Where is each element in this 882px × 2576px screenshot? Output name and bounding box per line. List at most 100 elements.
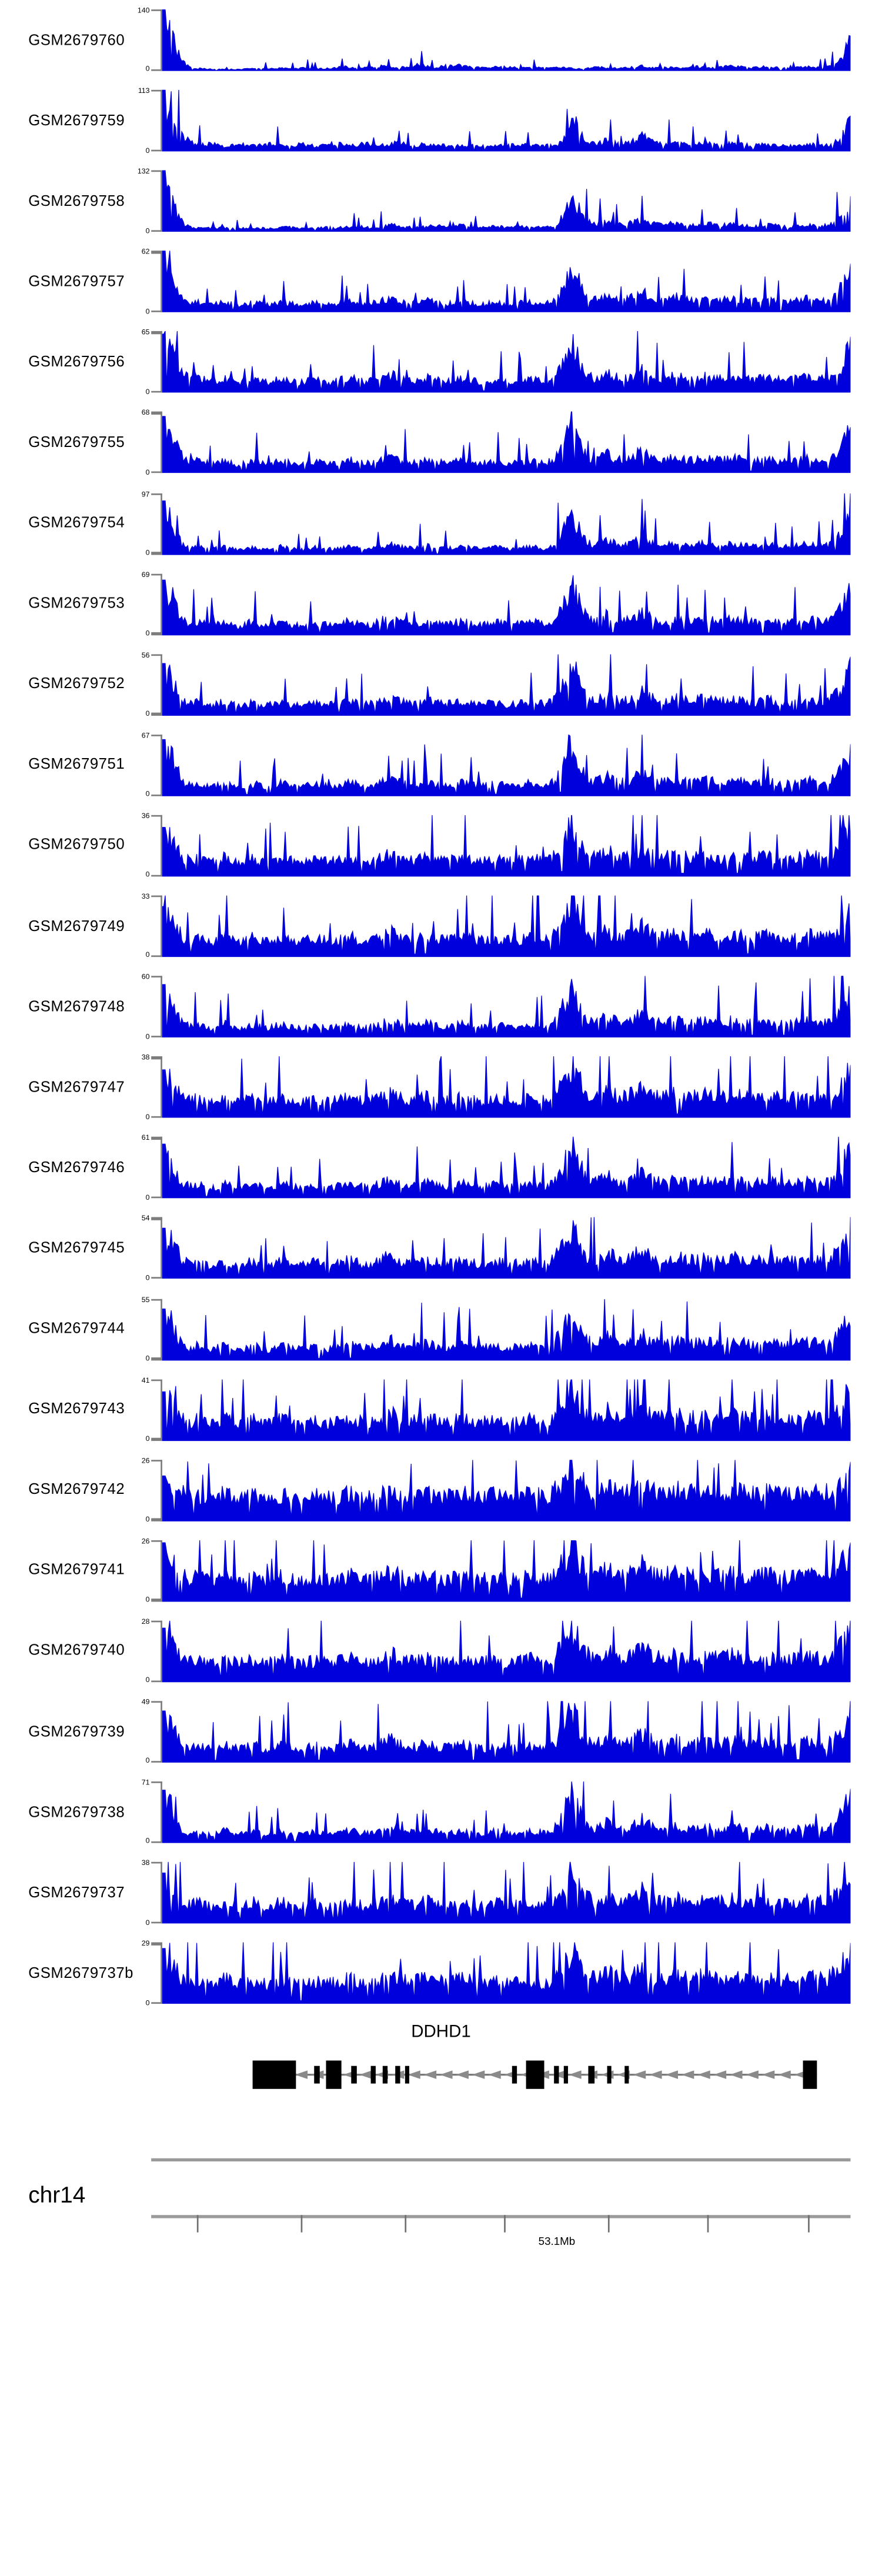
coverage-plot[interactable]: 49 0 [142,1699,851,1764]
coverage-track[interactable]: GSM2679745 54 0 [0,1208,882,1289]
coverage-plot[interactable]: 97 0 [142,490,851,556]
exon-block[interactable] [382,2066,388,2084]
y-axis-line [161,1620,163,1682]
coverage-plot[interactable]: 26 0 [142,1537,851,1603]
coverage-track[interactable]: GSM2679760 140 0 [0,0,882,81]
y-axis-max-label: 26 [141,1456,150,1464]
y-axis-line [161,1056,163,1119]
y-axis: 38 0 [142,1054,163,1120]
coverage-plot[interactable]: 113 0 [138,88,851,153]
coverage-plot[interactable]: 54 0 [142,1215,851,1281]
exon-block[interactable] [351,2066,357,2084]
coverage-track[interactable]: GSM2679741 26 0 [0,1530,882,1611]
coverage-plot[interactable]: 62 0 [142,249,851,314]
y-axis-max-label: 60 [141,973,150,981]
y-axis-tick-min [151,874,162,877]
coverage-plot[interactable]: 41 0 [142,1376,851,1442]
strand-arrow-icon [746,2071,759,2080]
track-label: GSM2679753 [28,595,125,613]
coverage-plot[interactable]: 38 0 [142,1054,851,1120]
coverage-plot[interactable]: 56 0 [142,651,851,717]
coverage-track[interactable]: GSM2679737b 29 0 [0,1933,882,2014]
exon-block[interactable] [563,2066,568,2084]
coverage-track[interactable]: GSM2679755 68 0 [0,403,882,483]
ruler-box[interactable]: 53.1Mb [151,2158,851,2270]
coverage-track[interactable]: GSM2679746 61 0 [0,1127,882,1208]
coverage-track[interactable]: GSM2679756 65 0 [0,322,882,403]
exon-block[interactable] [405,2066,409,2084]
y-axis-max-label: 61 [141,1134,150,1142]
coverage-track[interactable]: GSM2679752 56 0 [0,645,882,725]
coverage-plot[interactable]: 38 0 [142,1860,851,1925]
coverage-plot[interactable]: 67 0 [142,732,851,798]
coverage-path [162,1056,851,1119]
coverage-plot[interactable]: 65 0 [142,329,851,395]
coverage-track[interactable]: GSM2679751 67 0 [0,725,882,806]
coverage-track[interactable]: GSM2679757 62 0 [0,242,882,322]
coverage-plot[interactable]: 69 0 [142,570,851,636]
coverage-track[interactable]: GSM2679759 113 0 [0,81,882,161]
exon-block[interactable] [512,2066,517,2084]
y-axis-line [161,1701,163,1763]
coverage-plot[interactable]: 55 0 [142,1296,851,1362]
coverage-plot[interactable]: 36 0 [142,812,851,878]
coverage-track[interactable]: GSM2679754 97 0 [0,483,882,564]
coverage-track[interactable]: GSM2679738 71 0 [0,1772,882,1853]
y-axis-max-label: 140 [137,6,150,15]
coverage-track[interactable]: GSM2679748 60 0 [0,967,882,1047]
exon-block[interactable] [395,2066,400,2084]
axis-baseline [151,2215,851,2218]
coverage-track[interactable]: GSM2679737 38 0 [0,1853,882,1933]
strand-arrow-icon [697,2071,710,2080]
exon-block[interactable] [554,2066,559,2084]
gene-annotation-track[interactable]: DDHD1 [0,2014,882,2130]
coverage-plot[interactable]: 60 0 [142,973,851,1039]
coverage-track[interactable]: GSM2679742 26 0 [0,1450,882,1530]
coverage-plot[interactable]: 68 0 [142,410,851,475]
coverage-track[interactable]: GSM2679739 49 0 [0,1691,882,1772]
coverage-plot[interactable]: 29 0 [142,1940,851,2006]
y-axis-max-label: 38 [141,1053,150,1062]
y-axis-line [161,1943,163,2004]
coverage-track[interactable]: GSM2679747 38 0 [0,1047,882,1128]
track-label: GSM2679742 [28,1481,125,1499]
coverage-plot[interactable]: 140 0 [138,7,851,72]
track-label: GSM2679758 [28,192,125,211]
y-axis-min-label: 0 [145,709,150,718]
exon-block[interactable] [526,2061,544,2090]
exon-block[interactable] [588,2066,595,2084]
coverage-area [162,412,851,474]
exon-block[interactable] [252,2061,296,2090]
y-axis: 33 0 [142,893,163,959]
y-axis-tick-max [151,1459,162,1461]
coverage-path [162,1781,851,1843]
coverage-plot[interactable]: 28 0 [142,1618,851,1684]
coverage-plot[interactable]: 26 0 [142,1457,851,1523]
exon-block[interactable] [314,2066,320,2084]
y-axis-tick-min [151,69,162,71]
exon-block[interactable] [370,2066,376,2084]
exon-block[interactable] [803,2061,817,2090]
y-axis-tick-max [151,90,162,92]
y-axis-max-label: 49 [141,1697,150,1706]
gene-body[interactable] [151,2055,850,2096]
y-axis-min-label: 0 [145,870,150,879]
exon-block[interactable] [624,2066,629,2084]
coverage-plot[interactable]: 33 0 [142,893,851,959]
coverage-track[interactable]: GSM2679758 132 0 [0,161,882,242]
y-axis-tick-max [151,1862,162,1864]
exon-block[interactable] [607,2066,612,2084]
y-axis-min-label: 0 [145,145,150,154]
coverage-plot[interactable]: 71 0 [142,1779,851,1845]
coverage-track[interactable]: GSM2679740 28 0 [0,1611,882,1691]
coverage-track[interactable]: GSM2679744 55 0 [0,1289,882,1369]
coverage-plot[interactable]: 61 0 [142,1134,851,1200]
coverage-plot[interactable]: 132 0 [138,168,851,233]
coverage-track[interactable]: GSM2679753 69 0 [0,564,882,645]
coverage-track[interactable]: GSM2679749 33 0 [0,886,882,967]
y-axis-max-label: 69 [141,570,150,578]
coverage-track[interactable]: GSM2679743 41 0 [0,1369,882,1450]
coverage-track[interactable]: GSM2679750 36 0 [0,806,882,886]
exon-block[interactable] [326,2061,342,2090]
genome-ruler[interactable]: chr14 53.1Mb [0,2130,882,2320]
